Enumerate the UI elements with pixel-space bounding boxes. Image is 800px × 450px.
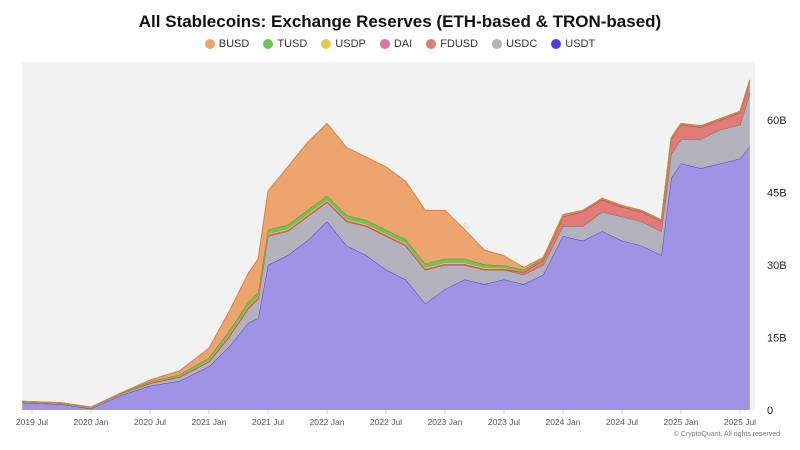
legend-label: USDC [506, 38, 538, 50]
copyright: © CryptoQuant. All rights reserved [673, 431, 780, 438]
legend-swatch [263, 39, 274, 49]
legend-swatch [551, 39, 562, 49]
x-tick-label: 2024 Jul [606, 417, 638, 427]
legend-item-dai[interactable]: DAI [379, 38, 413, 50]
x-tick-label: 2025 Jul [724, 417, 756, 427]
x-tick-label: 2020 Jan [74, 417, 109, 427]
legend-swatch [321, 39, 332, 49]
legend-label: DAI [393, 38, 413, 50]
x-tick-label: 2023 Jul [488, 417, 520, 427]
x-tick-label: 2022 Jul [370, 417, 402, 427]
legend-label: FDUSD [440, 38, 479, 50]
legend-item-usdp[interactable]: USDP [321, 38, 366, 50]
legend-item-tusd[interactable]: TUSD [263, 38, 307, 50]
x-tick-label: 2021 Jan [192, 417, 227, 427]
x-tick-label: 2021 Jul [252, 417, 284, 427]
legend-item-usdt[interactable]: USDT [551, 38, 595, 50]
y-tick-label: 45B [767, 188, 787, 200]
legend-item-busd[interactable]: BUSD [204, 38, 250, 50]
legend-label: USDP [335, 38, 366, 50]
legend-item-usdc[interactable]: USDC [492, 38, 537, 50]
x-tick-label: 2024 Jan [546, 417, 581, 427]
y-tick-label: 30B [767, 260, 787, 272]
legend-label: USDT [565, 38, 596, 50]
area-usdt [22, 146, 750, 410]
legend-swatch [426, 39, 437, 49]
x-tick-label: 2022 Jan [310, 417, 345, 427]
legend-item-fdusd[interactable]: FDUSD [426, 38, 478, 50]
area-usdc [22, 93, 750, 409]
x-tick-label: 2023 Jan [428, 417, 463, 427]
x-tick-label: 2020 Jul [134, 417, 166, 427]
y-tick-label: 15B [767, 333, 787, 345]
legend-swatch [379, 39, 390, 49]
line-busd [22, 79, 751, 408]
legend-label: TUSD [277, 38, 308, 50]
x-tick-label: 2019 Jul [16, 417, 48, 427]
legend-swatch [492, 39, 503, 49]
x-tick-label: 2025 Jan [664, 417, 699, 427]
y-tick-label: 0 [767, 405, 773, 417]
legend-label: BUSD [218, 38, 250, 50]
y-tick-label: 60B [767, 115, 787, 127]
legend-swatch [204, 39, 215, 49]
chart-title: All Stablecoins: Exchange Reserves (ETH-… [138, 12, 662, 31]
legend: BUSD TUSD USDP DAI FDUSD USDC USDT [0, 38, 800, 50]
